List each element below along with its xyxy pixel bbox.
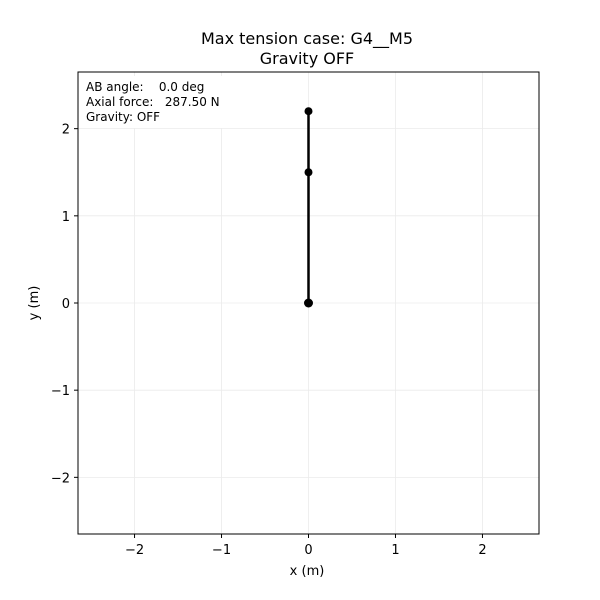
y-tick-label: 0 bbox=[62, 297, 70, 312]
y-tick-label: 1 bbox=[62, 210, 70, 225]
pivot-point bbox=[304, 298, 313, 308]
y-axis-label: y (m) bbox=[27, 286, 42, 321]
chart-title-line2: Gravity OFF bbox=[260, 49, 355, 68]
series-layer bbox=[304, 107, 313, 308]
x-tick-label: −2 bbox=[125, 543, 144, 558]
chart-title-line1: Max tension case: G4__M5 bbox=[201, 29, 413, 49]
joint-point bbox=[304, 107, 313, 116]
y-tick-label: −1 bbox=[51, 384, 70, 399]
joint-point bbox=[304, 168, 313, 177]
y-tick-label: −2 bbox=[51, 471, 70, 486]
ticks: −2 −1 0 1 2 −2 −1 0 1 2 bbox=[51, 123, 487, 558]
x-tick-label: 1 bbox=[391, 543, 399, 558]
info-box: AB angle: 0.0 deg Axial force: 287.50 N … bbox=[82, 76, 232, 128]
y-tick-label: 2 bbox=[62, 123, 70, 138]
info-line-axial-force: Axial force: 287.50 N bbox=[86, 95, 220, 109]
x-tick-label: 2 bbox=[478, 543, 486, 558]
info-line-gravity: Gravity: OFF bbox=[86, 110, 160, 124]
x-tick-label: 0 bbox=[304, 543, 312, 558]
info-line-angle: AB angle: 0.0 deg bbox=[86, 80, 204, 94]
x-axis-label: x (m) bbox=[290, 564, 325, 579]
info-box-background bbox=[82, 76, 232, 128]
x-tick-label: −1 bbox=[212, 543, 231, 558]
